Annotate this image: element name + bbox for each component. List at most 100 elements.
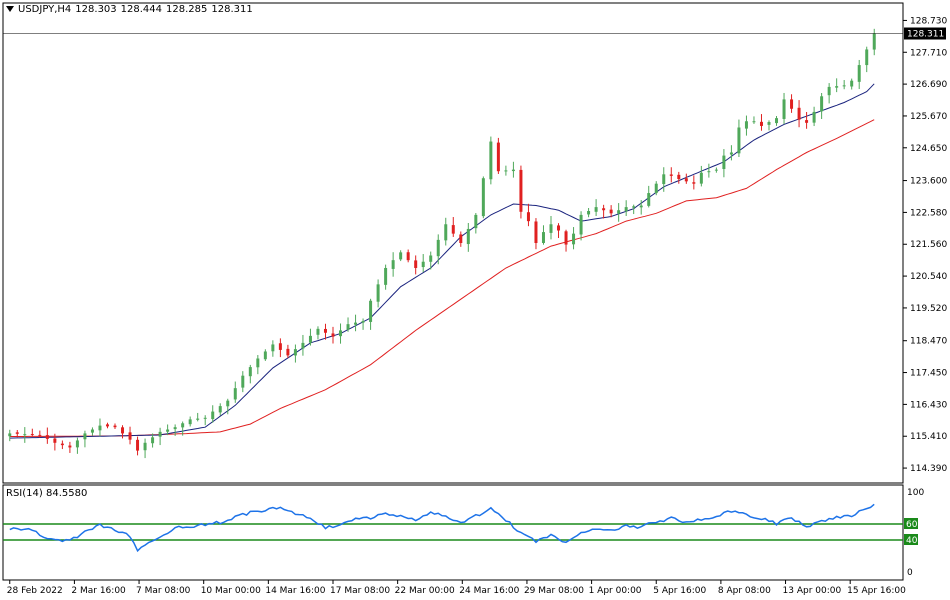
candle-body [263,351,267,360]
candle [820,92,824,120]
ma-fast-path [9,83,875,439]
candle [211,405,215,423]
candle-body [376,284,380,302]
candle [572,227,576,250]
candle-body [53,438,57,443]
price-tick-label: 120.540 [910,272,947,282]
candle-body [609,209,613,214]
candle-body [151,437,155,444]
low-value: 128.285 [166,4,208,15]
candle [143,438,147,459]
time-tick-label: 5 Apr 16:00 [653,586,706,596]
candle-body [677,174,681,180]
candle-body [504,170,508,172]
candle-body [278,343,282,350]
rsi-line [9,503,875,553]
rsi-tick-label: 0 [907,568,913,578]
rsi-value: 84.5580 [45,488,88,499]
rsi-level-tag [904,518,918,529]
candle [8,429,12,442]
candle-body [729,152,733,155]
close-value: 128.311 [211,4,253,15]
candle [361,318,365,330]
current-price-tag [904,27,946,40]
candle-body [308,335,312,343]
candle [68,441,72,453]
candle [113,423,117,429]
candle [790,94,794,113]
candle [496,137,500,174]
candle [429,251,433,270]
candle-body [759,121,763,126]
candle-body [203,417,207,419]
candle [857,59,861,90]
candle [45,427,49,444]
candle-body [827,86,831,96]
candle [105,422,109,429]
candle-body [293,349,297,356]
price-tick-label: 126.690 [910,80,947,90]
dropdown-triangle-icon[interactable] [6,6,14,12]
candle [90,427,94,436]
candle-body [181,423,185,428]
candle [391,252,395,277]
candle-body [301,342,305,349]
candle [181,421,185,436]
price-tick-label: 128.730 [910,16,947,26]
candle-body [166,429,170,432]
candle [782,92,786,125]
candle-body [857,65,861,82]
candle [248,364,252,384]
candle-body [98,425,102,431]
candle-body [805,120,809,123]
candle [609,205,613,218]
candle-body [188,419,192,425]
candle [98,418,102,437]
candle [173,424,177,436]
candle [594,199,598,217]
candle-body [113,425,117,428]
candle [75,437,79,454]
candle-body [684,178,688,182]
candle [316,326,320,340]
candle [331,326,335,344]
candle-body [707,171,711,173]
candle-body [173,427,177,430]
candle-body [850,80,854,87]
candle-body [842,85,846,87]
candle-body [639,205,643,208]
candle [286,344,290,358]
time-tick-label: 10 Mar 00:00 [201,586,261,596]
candle [263,349,267,361]
candle-body [361,321,365,323]
candle [699,165,703,187]
candle [474,213,478,234]
candle-body [617,210,621,214]
candle [30,428,34,437]
price-tick-label: 119.520 [910,304,947,314]
candle [662,167,666,192]
candle-body [534,221,538,243]
candle [241,371,245,393]
candle-body [835,86,839,88]
candle [775,116,779,126]
candle [278,338,282,358]
candle-body [399,252,403,260]
candle-body [226,400,230,407]
time-tick-label: 17 Mar 08:00 [330,586,390,596]
candle [23,427,27,443]
candle-body [775,118,779,124]
candle-body [45,435,49,439]
candle [602,204,606,219]
candle [196,412,200,422]
candle [541,225,545,245]
time-tick-label: 1 Apr 00:00 [589,586,642,596]
candle-body [602,208,606,211]
current-price-marker: 128.311 [3,27,946,40]
candle-body [752,121,756,123]
candle [707,163,711,178]
time-axis: 28 Feb 2022 2 Mar 16:00 7 Mar 08:00 10 Mar … [7,580,906,596]
price-tick-label: 114.390 [910,464,947,474]
candle [489,136,493,185]
candle-body [511,169,515,172]
